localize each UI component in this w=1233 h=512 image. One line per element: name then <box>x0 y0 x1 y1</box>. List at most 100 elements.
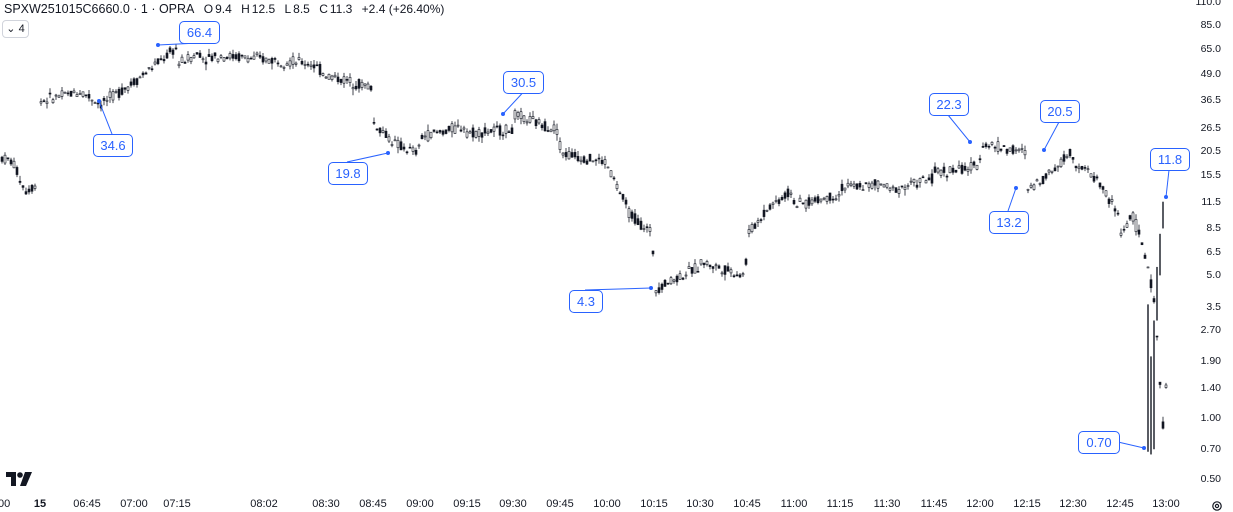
candle-body <box>756 220 760 223</box>
callout-4-3[interactable]: 4.3 <box>569 290 603 313</box>
candle-body <box>81 91 85 97</box>
x-tick-label: 06:45 <box>73 498 101 510</box>
candle-body <box>741 273 745 276</box>
callout-connector <box>947 114 971 143</box>
callout-66-4[interactable]: 66.4 <box>179 21 220 44</box>
candle-body <box>636 218 640 226</box>
callout-0-70[interactable]: 0.70 <box>1078 431 1120 454</box>
candle-body <box>1002 145 1006 147</box>
candle-body <box>825 196 829 202</box>
candle-body <box>798 197 802 202</box>
candle-body <box>216 58 220 62</box>
candle-body <box>783 192 787 199</box>
candle-body <box>1134 219 1138 232</box>
candle-body <box>912 178 916 183</box>
candle-body <box>759 219 763 221</box>
candle-body <box>309 64 313 67</box>
candle-body <box>345 79 349 81</box>
candle-body <box>1029 184 1033 188</box>
candle-body <box>1068 149 1072 157</box>
candle-body <box>987 145 991 148</box>
candle-body <box>471 127 475 138</box>
x-tick-label: 13:00 <box>1152 498 1180 510</box>
candle-body <box>60 90 64 97</box>
candle-body <box>726 266 730 272</box>
candle-body <box>360 81 364 88</box>
candle-body <box>867 183 871 188</box>
y-tick-label: 65.0 <box>1200 42 1221 55</box>
candle-body <box>405 151 409 154</box>
candle-body <box>363 83 367 86</box>
candle-body <box>327 73 331 80</box>
candle-body <box>786 188 790 198</box>
candle-body <box>213 52 217 57</box>
candle-body <box>735 274 739 277</box>
candle-body <box>996 141 1000 152</box>
candle-body <box>291 56 295 65</box>
candle-body <box>402 146 406 150</box>
candle-body <box>696 270 700 273</box>
y-tick-label: 0.70 <box>1200 443 1221 456</box>
tradingview-logo-icon[interactable] <box>6 472 32 490</box>
candle-body <box>792 200 796 205</box>
candle-body <box>666 282 670 285</box>
candle-body <box>828 192 832 201</box>
candle-body <box>813 197 817 202</box>
candle-body <box>24 191 28 195</box>
callout-19-8[interactable]: 19.8 <box>328 162 368 185</box>
candle-body <box>435 131 439 134</box>
candle-body <box>627 208 631 218</box>
candle-body <box>156 58 160 65</box>
chevron-down-icon: ⌄ <box>6 23 16 35</box>
callout-connector <box>584 287 652 291</box>
y-tick-label: 1.00 <box>1200 411 1221 424</box>
candle-body <box>483 127 487 134</box>
candle-body <box>969 162 973 171</box>
callout-34-6[interactable]: 34.6 <box>93 134 133 157</box>
candle-body <box>1026 188 1030 191</box>
candle-body <box>1128 215 1132 220</box>
candle-body <box>534 119 538 127</box>
candle-body <box>3 154 7 164</box>
candle-body <box>78 93 82 95</box>
candle-body <box>75 94 79 98</box>
tradingview-logo-mark <box>6 472 32 486</box>
candle-body <box>855 183 859 190</box>
callout-11-8[interactable]: 11.8 <box>1150 148 1190 171</box>
settings-gear-icon[interactable] <box>1211 500 1223 512</box>
y-tick-label: 20.5 <box>1200 144 1221 157</box>
callout-22-3[interactable]: 22.3 <box>929 93 969 116</box>
x-tick-label: 11:30 <box>873 498 901 510</box>
candle-body <box>42 100 46 102</box>
candle-body <box>1056 165 1060 168</box>
candle-body <box>12 160 16 169</box>
candle-body <box>366 83 370 90</box>
candle-body <box>1044 173 1048 179</box>
x-tick-label: 12:45 <box>1106 498 1134 510</box>
callout-13-2[interactable]: 13.2 <box>989 211 1029 234</box>
callout-connector <box>1007 187 1017 212</box>
legend-high-value: 12.5 <box>251 2 276 16</box>
x-tick-label: 08:02 <box>250 498 278 510</box>
candle-body <box>486 131 490 134</box>
candle-body <box>516 112 520 117</box>
candle-body <box>336 76 340 83</box>
candle-body <box>1164 384 1168 388</box>
candle-body <box>816 196 820 203</box>
candle-body <box>396 139 400 149</box>
candle-body <box>1071 157 1075 160</box>
candle-body <box>1155 335 1159 338</box>
candle-body <box>657 287 661 293</box>
callout-anchor-point <box>649 286 653 290</box>
candle-body <box>1062 154 1066 162</box>
candle-body <box>879 183 883 186</box>
candle-body <box>93 102 97 104</box>
x-tick-label: 12:30 <box>1059 498 1087 510</box>
candle-body <box>378 127 382 134</box>
callout-30-5[interactable]: 30.5 <box>503 71 544 94</box>
indicator-toggle-button[interactable]: ⌄ 4 <box>2 20 29 38</box>
candle-body <box>102 97 106 101</box>
callout-20-5[interactable]: 20.5 <box>1040 100 1080 123</box>
candle-body <box>891 186 895 189</box>
